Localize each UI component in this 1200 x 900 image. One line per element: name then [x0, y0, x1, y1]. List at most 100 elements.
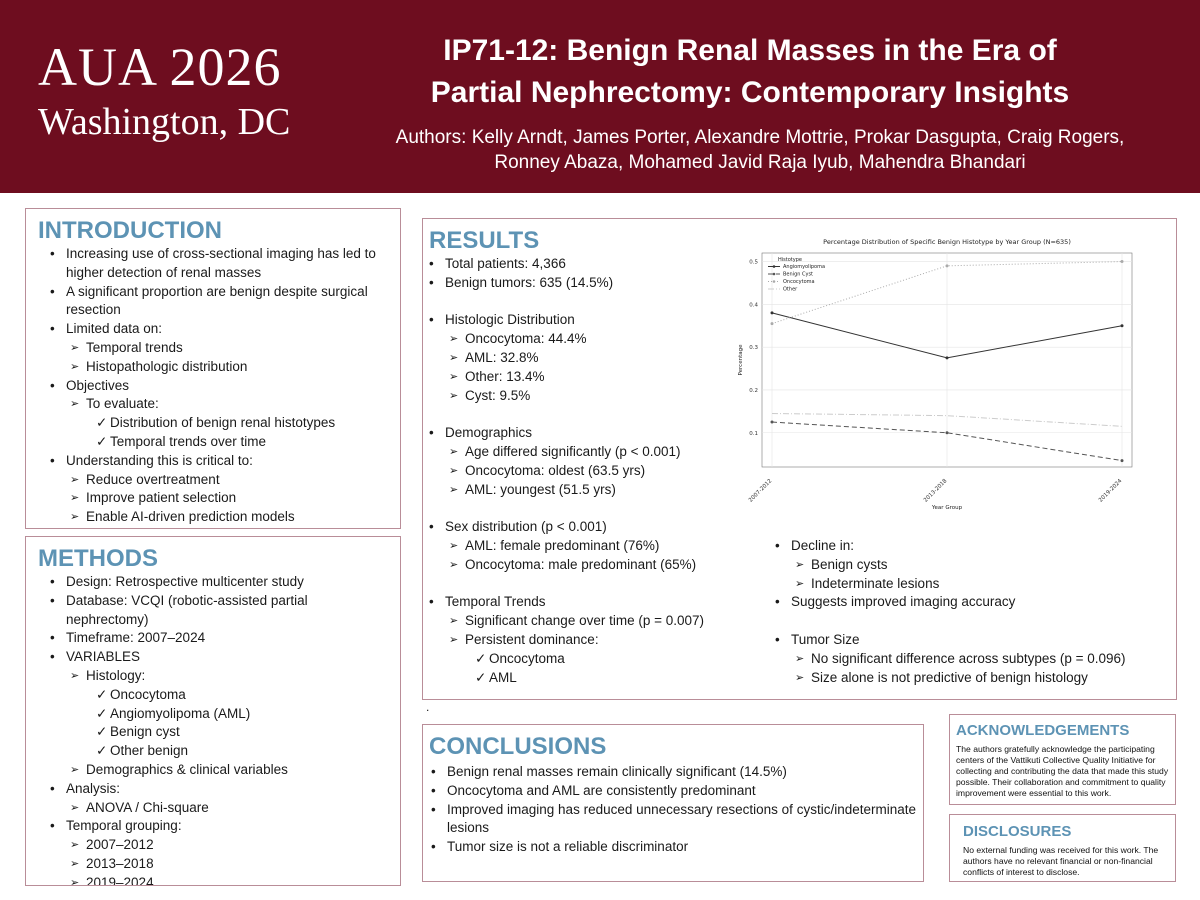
list-item — [417, 405, 757, 424]
data-point — [770, 322, 774, 326]
list-item: 2019–2024 — [38, 874, 388, 885]
conclusions-section: CONCLUSIONS Benign renal masses remain c… — [422, 724, 924, 882]
poster-title-line1: IP71-12: Benign Renal Masses in the Era … — [443, 34, 1057, 67]
data-point — [770, 311, 774, 315]
x-tick-label: 2007-2012 — [748, 478, 773, 503]
list-item: Histologic Distribution — [417, 311, 757, 330]
data-point — [1120, 324, 1124, 328]
list-item: Angiomyolipoma (AML) — [38, 705, 388, 724]
list-item: Limited data on: — [38, 320, 388, 339]
list-item: To evaluate: — [38, 395, 388, 414]
list-item: Oncocytoma and AML are consistently pred… — [419, 782, 917, 801]
results-title: RESULTS — [429, 227, 540, 254]
conclusions-title: CONCLUSIONS — [429, 733, 607, 760]
y-tick-label: 0.1 — [749, 431, 758, 437]
legend-entry: Other — [783, 287, 798, 293]
list-item: Enable AI-driven prediction models — [38, 508, 388, 527]
results-right-list: Decline in:Benign cystsIndeterminate les… — [763, 537, 1173, 687]
list-item: Temporal Trends — [417, 593, 757, 612]
chart-title: Percentage Distribution of Specific Beni… — [823, 238, 1071, 246]
list-item: Oncocytoma — [417, 650, 757, 669]
legend-marker — [772, 272, 776, 276]
acknowledgements-text: The authors gratefully acknowledge the p… — [956, 744, 1169, 798]
list-item: Tumor size is not a reliable discriminat… — [419, 838, 917, 857]
x-tick-label: 2013-2018 — [923, 478, 949, 504]
list-item: Oncocytoma — [38, 686, 388, 705]
list-item: Cyst: 9.5% — [417, 387, 757, 406]
legend-entry: Oncocytoma — [783, 279, 815, 285]
list-item: Improve patient selection — [38, 489, 388, 508]
y-tick-label: 0.4 — [749, 302, 758, 308]
list-item: Database: VCQI (robotic-assisted partial… — [38, 592, 388, 630]
authors: Authors: Kelly Arndt, James Porter, Alex… — [330, 125, 1190, 175]
list-item — [417, 293, 757, 312]
y-tick-label: 0.5 — [749, 260, 758, 266]
list-item: Age differed significantly (p < 0.001) — [417, 443, 757, 462]
list-item: Significant change over time (p = 0.007) — [417, 612, 757, 631]
legend-marker — [772, 280, 776, 283]
authors-line2: Ronney Abaza, Mohamed Javid Raja Iyub, M… — [494, 152, 1026, 173]
list-item: Understanding this is critical to: — [38, 452, 388, 471]
authors-line1: Authors: Kelly Arndt, James Porter, Alex… — [395, 127, 1125, 148]
list-item: Sex distribution (p < 0.001) — [417, 518, 757, 537]
introduction-list: Increasing use of cross-sectional imagin… — [38, 245, 388, 527]
list-item: Analysis: — [38, 780, 388, 799]
list-item: Demographics — [417, 424, 757, 443]
legend-marker — [772, 265, 776, 268]
legend-entry: Benign Cyst — [783, 272, 813, 278]
list-item: AML: youngest (51.5 yrs) — [417, 481, 757, 500]
stray-dot: . — [426, 700, 430, 714]
list-item: A significant proportion are benign desp… — [38, 283, 388, 321]
series-line-benign-cyst — [771, 421, 1123, 462]
acknowledgements-section: ACKNOWLEDGEMENTS The authors gratefully … — [949, 714, 1176, 805]
list-item — [417, 499, 757, 518]
list-item: 2013–2018 — [38, 855, 388, 874]
data-point — [945, 431, 949, 435]
results-left-list: Total patients: 4,366Benign tumors: 635 … — [417, 255, 757, 687]
list-item: Decline in: — [763, 537, 1173, 556]
list-item: VARIABLES — [38, 648, 388, 667]
list-item: Size alone is not predictive of benign h… — [763, 669, 1173, 688]
list-item: Objectives — [38, 377, 388, 396]
list-item: Design: Retrospective multicenter study — [38, 573, 388, 592]
poster-title: IP71-12: Benign Renal Masses in the Era … — [340, 30, 1160, 114]
list-item: Distribution of benign renal histotypes — [38, 414, 388, 433]
methods-title: METHODS — [38, 545, 158, 572]
list-item: Benign tumors: 635 (14.5%) — [417, 274, 757, 293]
list-item: Other benign — [38, 742, 388, 761]
list-item: Demographics & clinical variables — [38, 761, 388, 780]
y-axis-label: Percentage — [738, 344, 744, 376]
list-item: Timeframe: 2007–2024 — [38, 629, 388, 648]
methods-section: METHODS Design: Retrospective multicente… — [25, 536, 401, 886]
list-item: Suggests improved imaging accuracy — [763, 593, 1173, 612]
list-item: ANOVA / Chi-square — [38, 799, 388, 818]
y-tick-label: 0.2 — [749, 388, 758, 394]
list-item: Temporal trends over time — [38, 433, 388, 452]
list-item: Histology: — [38, 667, 388, 686]
list-item: Increasing use of cross-sectional imagin… — [38, 245, 388, 283]
x-axis-label: Year Group — [931, 505, 963, 511]
data-point — [770, 420, 774, 424]
list-item: Other: 13.4% — [417, 368, 757, 387]
list-item: Tumor Size — [763, 631, 1173, 650]
data-point — [945, 356, 949, 360]
legend-entry: Angiomyolipoma — [783, 264, 825, 270]
list-item: Oncocytoma: male predominant (65%) — [417, 556, 757, 575]
histotype-trend-chart: 0.1 0.2 0.3 0.4 0.5 2007-2012 2013-2018 2019-20… — [738, 238, 1133, 511]
list-item: Total patients: 4,366 — [417, 255, 757, 274]
list-item: AML — [417, 669, 757, 688]
data-point — [1120, 260, 1124, 264]
list-item: Benign cyst — [38, 723, 388, 742]
disclosures-title: DISCLOSURES — [963, 823, 1072, 840]
data-point — [945, 264, 949, 268]
disclosures-section: DISCLOSURES No external funding was rece… — [949, 814, 1176, 882]
list-item: Benign cysts — [763, 556, 1173, 575]
legend-title: Histotype — [778, 257, 802, 263]
list-item: Temporal grouping: — [38, 817, 388, 836]
methods-list: Design: Retrospective multicenter studyD… — [38, 573, 388, 885]
introduction-section: INTRODUCTION Increasing use of cross-sec… — [25, 208, 401, 529]
list-item: AML: 32.8% — [417, 349, 757, 368]
list-item: Improved imaging has reduced unnecessary… — [419, 801, 917, 839]
list-item: Indeterminate lesions — [763, 575, 1173, 594]
list-item: No significant difference across subtype… — [763, 650, 1173, 669]
